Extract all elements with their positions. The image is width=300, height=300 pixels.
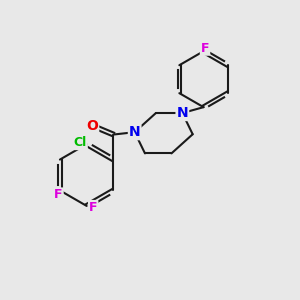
Text: N: N — [129, 125, 140, 139]
Text: F: F — [89, 201, 98, 214]
Text: F: F — [201, 42, 209, 55]
Text: Cl: Cl — [74, 136, 87, 149]
Text: O: O — [86, 119, 98, 133]
Text: N: N — [177, 106, 188, 120]
Text: F: F — [54, 188, 63, 201]
